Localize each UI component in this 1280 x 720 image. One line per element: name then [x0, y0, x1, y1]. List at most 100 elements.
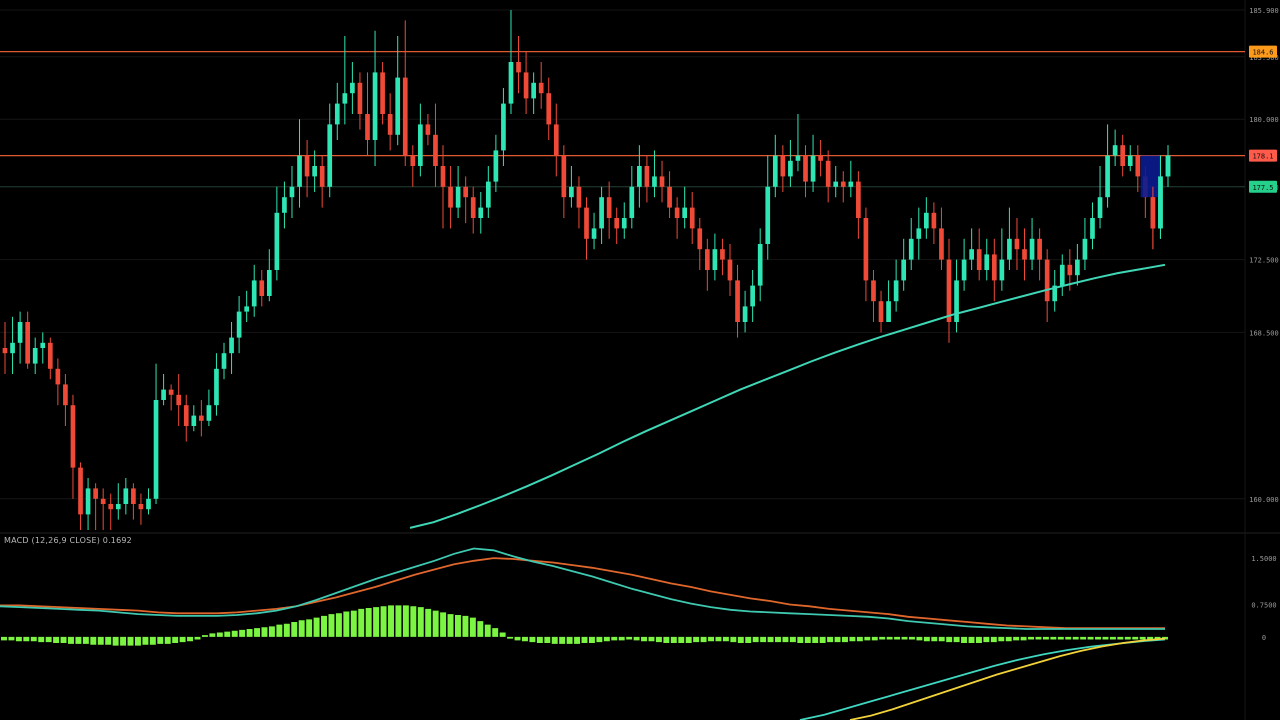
histogram-bar — [1, 636, 7, 641]
price-tick-label: 180.000 — [1249, 116, 1279, 124]
candle-body — [327, 124, 333, 187]
histogram-bar — [626, 636, 633, 640]
histogram-bar — [380, 606, 387, 637]
candle-body — [1105, 155, 1110, 198]
histogram-bar — [402, 605, 409, 637]
candle-body — [667, 186, 672, 208]
histogram-bar — [894, 636, 901, 640]
lower-yellow-line — [849, 637, 1166, 720]
lower-cyan-line — [799, 638, 1166, 720]
candle-body — [1097, 197, 1103, 218]
histogram-bar — [268, 626, 275, 637]
histogram-bar — [1117, 636, 1124, 640]
histogram-bar — [335, 613, 342, 637]
macd-panel — [0, 547, 1168, 720]
candle-body — [1075, 259, 1080, 276]
candle-body — [365, 114, 370, 140]
histogram-bar — [1065, 636, 1072, 640]
histogram-bar — [975, 636, 982, 643]
price-tag — [1249, 149, 1277, 162]
histogram-bar — [179, 636, 186, 643]
candle-body — [1120, 145, 1126, 166]
histogram-bar — [544, 636, 551, 643]
candle-body — [704, 249, 710, 270]
histogram-bar — [499, 632, 506, 637]
histogram-bar — [1139, 636, 1146, 640]
candle-body — [25, 322, 30, 364]
histogram-bar — [358, 608, 365, 637]
histogram-bar — [343, 611, 350, 637]
candle-body — [493, 150, 499, 182]
candle-body — [908, 238, 914, 260]
candle-body — [584, 207, 589, 239]
candle-body — [727, 259, 733, 281]
histogram-bar — [149, 636, 156, 645]
histogram-bar — [953, 636, 960, 643]
price-tick-label: 172.500 — [1249, 257, 1279, 265]
candle-body — [720, 249, 725, 260]
candle-body — [289, 186, 295, 198]
histogram-bar — [521, 636, 528, 642]
candle-body — [644, 166, 650, 187]
histogram-bar — [968, 636, 975, 643]
histogram-bar — [655, 636, 662, 643]
indicator-title: MACD (12,26,9 CLOSE) 0.1692 — [4, 536, 132, 545]
candle-body — [878, 301, 884, 322]
histogram-bar — [663, 636, 670, 643]
candle-body — [840, 181, 846, 187]
signal-line — [0, 557, 1165, 629]
candle-body — [772, 155, 778, 187]
histogram-bar — [447, 614, 454, 637]
histogram-bar — [373, 607, 380, 637]
candle-body — [976, 249, 982, 270]
price-tick-label: 168.500 — [1249, 329, 1279, 337]
candle-body — [984, 254, 990, 270]
candle-body — [1067, 264, 1073, 276]
candle-body — [183, 405, 189, 426]
histogram-bar — [68, 636, 74, 644]
candle-body — [350, 82, 355, 94]
candle-body — [448, 186, 453, 208]
indicator-axis[interactable]: 1.5000 0.7500 0 — [1251, 555, 1276, 642]
price-tag-label: 178.1 — [1252, 153, 1273, 161]
candle-body — [236, 311, 242, 338]
histogram-bar — [641, 636, 648, 642]
histogram-bar — [789, 636, 796, 643]
indicator-tick-label: 0.7500 — [1251, 602, 1276, 610]
histogram-bar — [529, 636, 536, 643]
histogram-bar — [298, 620, 305, 637]
candle-body — [825, 160, 831, 187]
histogram-bar — [708, 636, 714, 642]
candle-body — [1165, 155, 1171, 177]
candle-body — [425, 124, 431, 135]
candle-body — [1007, 238, 1012, 260]
candle-body — [1059, 264, 1065, 286]
candle-body — [674, 207, 680, 218]
histogram-bar — [685, 636, 692, 643]
histogram-bar — [1162, 636, 1168, 640]
histogram-bar — [425, 608, 432, 637]
candle-body — [319, 166, 325, 187]
histogram-bar — [90, 636, 97, 645]
candle-body — [372, 72, 378, 140]
price-axis[interactable]: 185.900183.500180.000176.000172.500168.5… — [1249, 7, 1279, 504]
histogram-bar — [1147, 636, 1154, 640]
histogram-bar — [797, 636, 804, 643]
candle-body — [357, 82, 363, 114]
candle-body — [418, 124, 423, 166]
candle-body — [1135, 155, 1141, 177]
histogram-bar — [633, 636, 640, 641]
histogram-bar — [871, 636, 878, 641]
histogram-bar — [507, 636, 514, 639]
candle-body — [470, 197, 476, 218]
candle-body — [85, 488, 91, 515]
histogram-bar — [142, 636, 149, 645]
histogram-bar — [901, 636, 908, 640]
candle-body — [961, 259, 967, 281]
histogram-bar — [983, 636, 990, 643]
histogram-bar — [231, 630, 238, 637]
candle-body — [161, 389, 166, 400]
candle-body — [614, 218, 620, 229]
histogram-bar — [1132, 636, 1139, 640]
